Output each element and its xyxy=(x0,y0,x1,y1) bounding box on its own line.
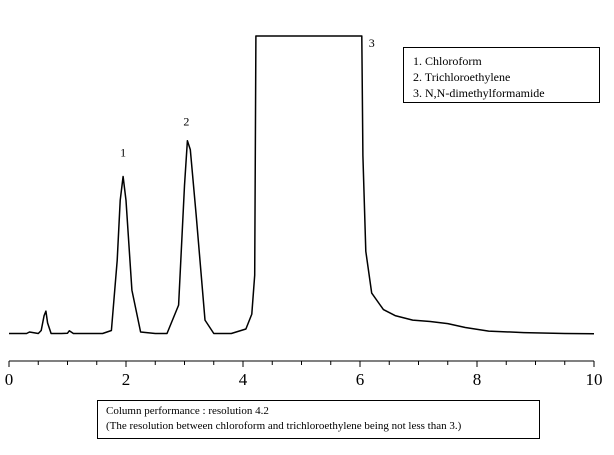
chromatogram-trace-group xyxy=(9,35,595,335)
note-line-resolution: Column performance : resolution 4.2 xyxy=(106,405,269,417)
legend-entry-trichloroethylene: 2. Trichloroethylene xyxy=(413,70,511,84)
x-axis: 0 2 4 6 8 10 xyxy=(5,360,603,389)
x-tick-label: 6 xyxy=(356,370,365,389)
legend-entry-dimethylformamide: 3. N,N-dimethylformamide xyxy=(413,86,545,100)
chromatogram-trace xyxy=(9,35,595,335)
x-tick-label: 2 xyxy=(122,370,131,389)
note-line-requirement: (The resolution between chloroform and t… xyxy=(106,420,462,432)
peak-labels: 1 2 3 xyxy=(120,36,375,160)
legend-entry-chloroform: 1. Chloroform xyxy=(413,54,482,68)
x-tick-label: 10 xyxy=(586,370,603,389)
peak-label-1: 1 xyxy=(120,146,126,160)
peak-label-3: 3 xyxy=(369,36,375,50)
peak-label-2: 2 xyxy=(183,115,189,129)
column-performance-note: Column performance : resolution 4.2 (The… xyxy=(97,400,540,439)
x-tick-label: 0 xyxy=(5,370,14,389)
x-tick-label: 4 xyxy=(239,370,248,389)
x-tick-label: 8 xyxy=(473,370,482,389)
legend: 1. Chloroform 2. Trichloroethylene 3. N,… xyxy=(403,47,600,103)
